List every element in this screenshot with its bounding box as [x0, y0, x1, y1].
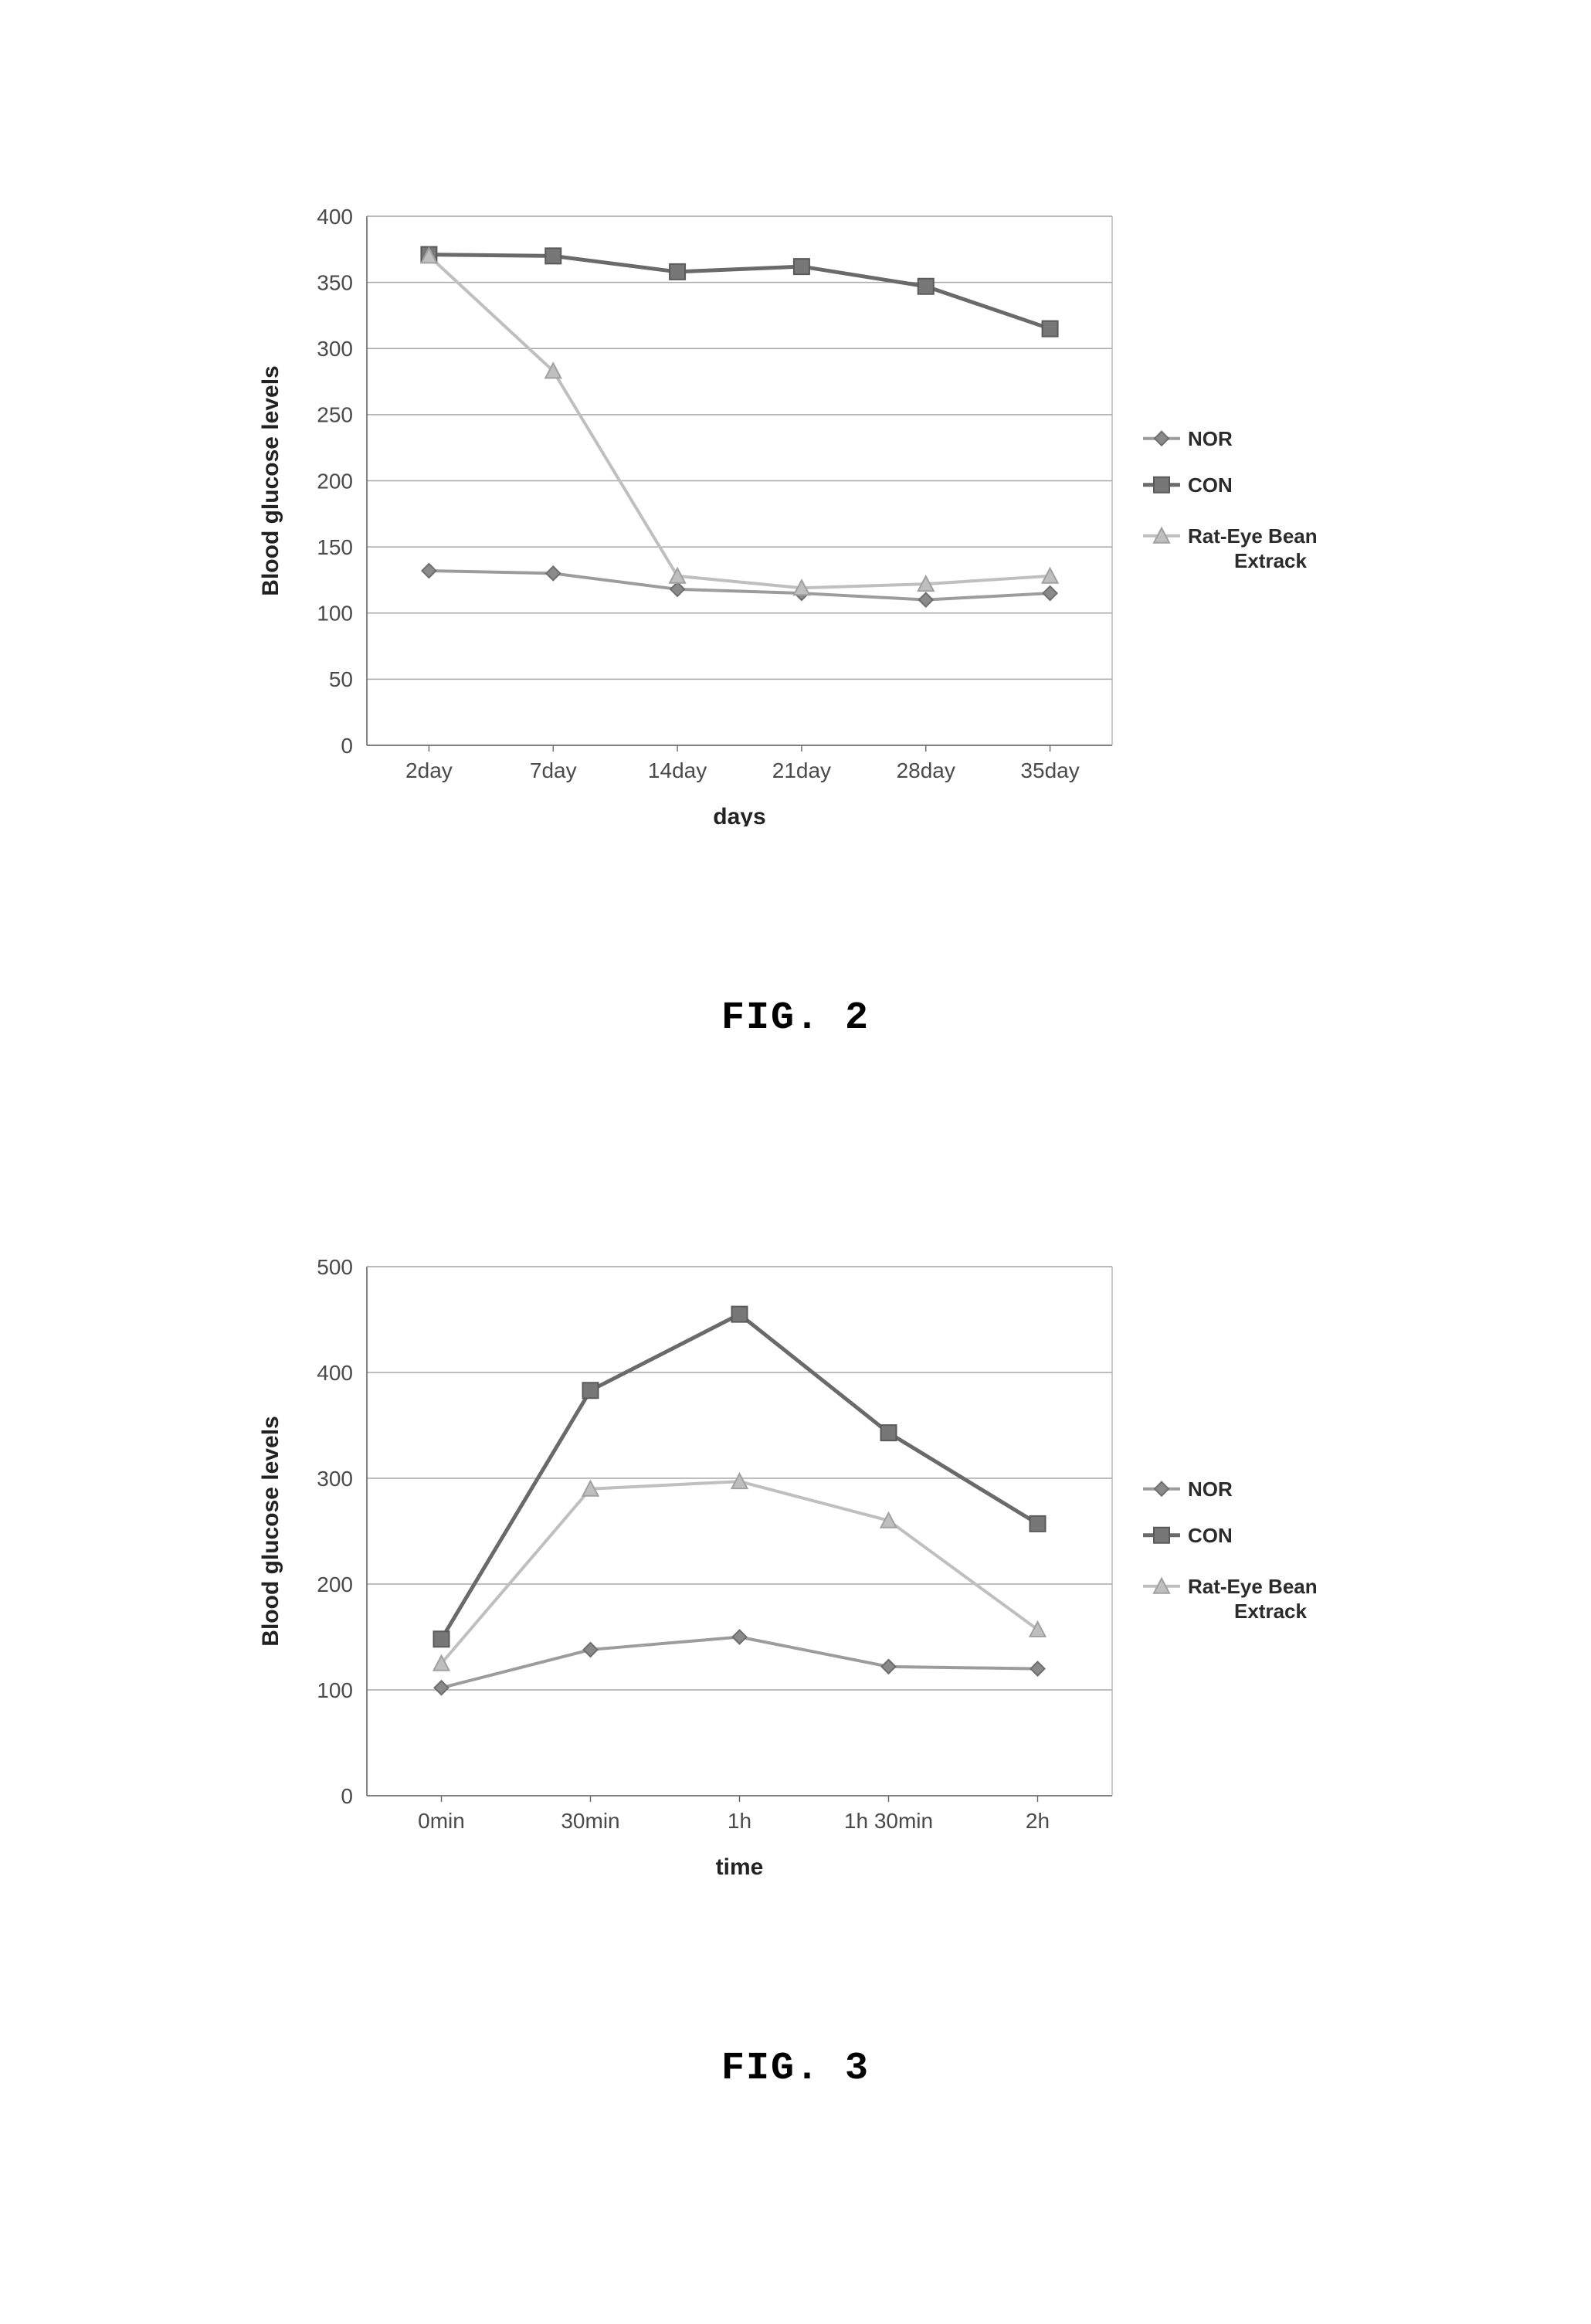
legend-label: CON — [1188, 1524, 1233, 1547]
y-tick-label: 500 — [317, 1255, 353, 1279]
x-axis-label: time — [716, 1854, 764, 1877]
x-tick-label: 2h — [1026, 1809, 1050, 1833]
legend-marker-icon — [1155, 1482, 1169, 1496]
x-tick-label: 28day — [897, 758, 955, 782]
figure-2-chart: 0 50 100 150 200 250 300 350 400 2day 7day 14day 21d… — [216, 193, 1375, 826]
series-marker — [583, 1383, 599, 1398]
series-marker — [732, 1307, 748, 1322]
figure-2-caption: FIG. 2 — [0, 996, 1591, 1040]
x-axis-label: days — [713, 804, 765, 826]
series-marker — [918, 279, 934, 294]
y-tick-label: 300 — [317, 1467, 353, 1491]
page: 0 50 100 150 200 250 300 350 400 2day 7day 14day 21d… — [0, 0, 1591, 2324]
y-axis-label: Blood glucose levels — [258, 1416, 283, 1646]
legend-marker-icon — [1155, 432, 1169, 446]
series-marker — [670, 264, 685, 280]
x-tick-label: 1h — [728, 1809, 751, 1833]
x-tick-label: 2day — [405, 758, 453, 782]
legend-label: Extrack — [1234, 1600, 1307, 1623]
y-tick-label: 100 — [317, 1678, 353, 1702]
series-marker — [1030, 1516, 1046, 1532]
y-tick-label: 400 — [317, 205, 353, 229]
y-tick-label: 0 — [341, 734, 353, 758]
y-tick-label: 200 — [317, 469, 353, 493]
series-marker — [1043, 321, 1058, 337]
legend-label: Rat-Eye Bean — [1188, 524, 1318, 548]
y-tick-label: 50 — [329, 667, 353, 691]
legend-marker-icon — [1154, 1528, 1169, 1543]
figure-3-chart: 0 100 200 300 400 500 0min 30min 1h 1h 30min 2h Blo… — [216, 1243, 1375, 1877]
x-tick-label: 1h 30min — [844, 1809, 933, 1833]
chart-svg: 0 100 200 300 400 500 0min 30min 1h 1h 30min 2h Blo… — [216, 1243, 1375, 1877]
figure-3-caption: FIG. 3 — [0, 2047, 1591, 2091]
figure-2-block: 0 50 100 150 200 250 300 350 400 2day 7day 14day 21d… — [0, 193, 1591, 1040]
series-marker — [434, 1631, 449, 1647]
x-tick-label: 0min — [418, 1809, 465, 1833]
x-tick-label: 7day — [530, 758, 577, 782]
y-tick-label: 250 — [317, 403, 353, 427]
legend-label: Extrack — [1234, 549, 1307, 572]
x-tick-label: 21day — [772, 758, 831, 782]
figure-3-block: 0 100 200 300 400 500 0min 30min 1h 1h 30min 2h Blo… — [0, 1243, 1591, 2091]
legend-marker-icon — [1154, 477, 1169, 493]
legend-label: Rat-Eye Bean — [1188, 1575, 1318, 1598]
x-tick-label: 14day — [648, 758, 707, 782]
x-tick-label: 35day — [1020, 758, 1079, 782]
y-tick-label: 400 — [317, 1361, 353, 1385]
series-marker — [794, 259, 809, 274]
y-tick-label: 100 — [317, 602, 353, 626]
y-tick-label: 200 — [317, 1573, 353, 1596]
y-tick-label: 300 — [317, 337, 353, 361]
y-tick-label: 150 — [317, 535, 353, 559]
legend-label: CON — [1188, 473, 1233, 497]
chart-svg: 0 50 100 150 200 250 300 350 400 2day 7day 14day 21d… — [216, 193, 1375, 826]
series-marker — [545, 248, 561, 263]
y-tick-label: 350 — [317, 270, 353, 294]
y-tick-label: 0 — [341, 1784, 353, 1808]
x-tick-label: 30min — [561, 1809, 619, 1833]
legend-label: NOR — [1188, 1478, 1233, 1501]
series-marker — [881, 1425, 897, 1440]
y-axis-label: Blood glucose levels — [258, 365, 283, 595]
legend-label: NOR — [1188, 427, 1233, 450]
